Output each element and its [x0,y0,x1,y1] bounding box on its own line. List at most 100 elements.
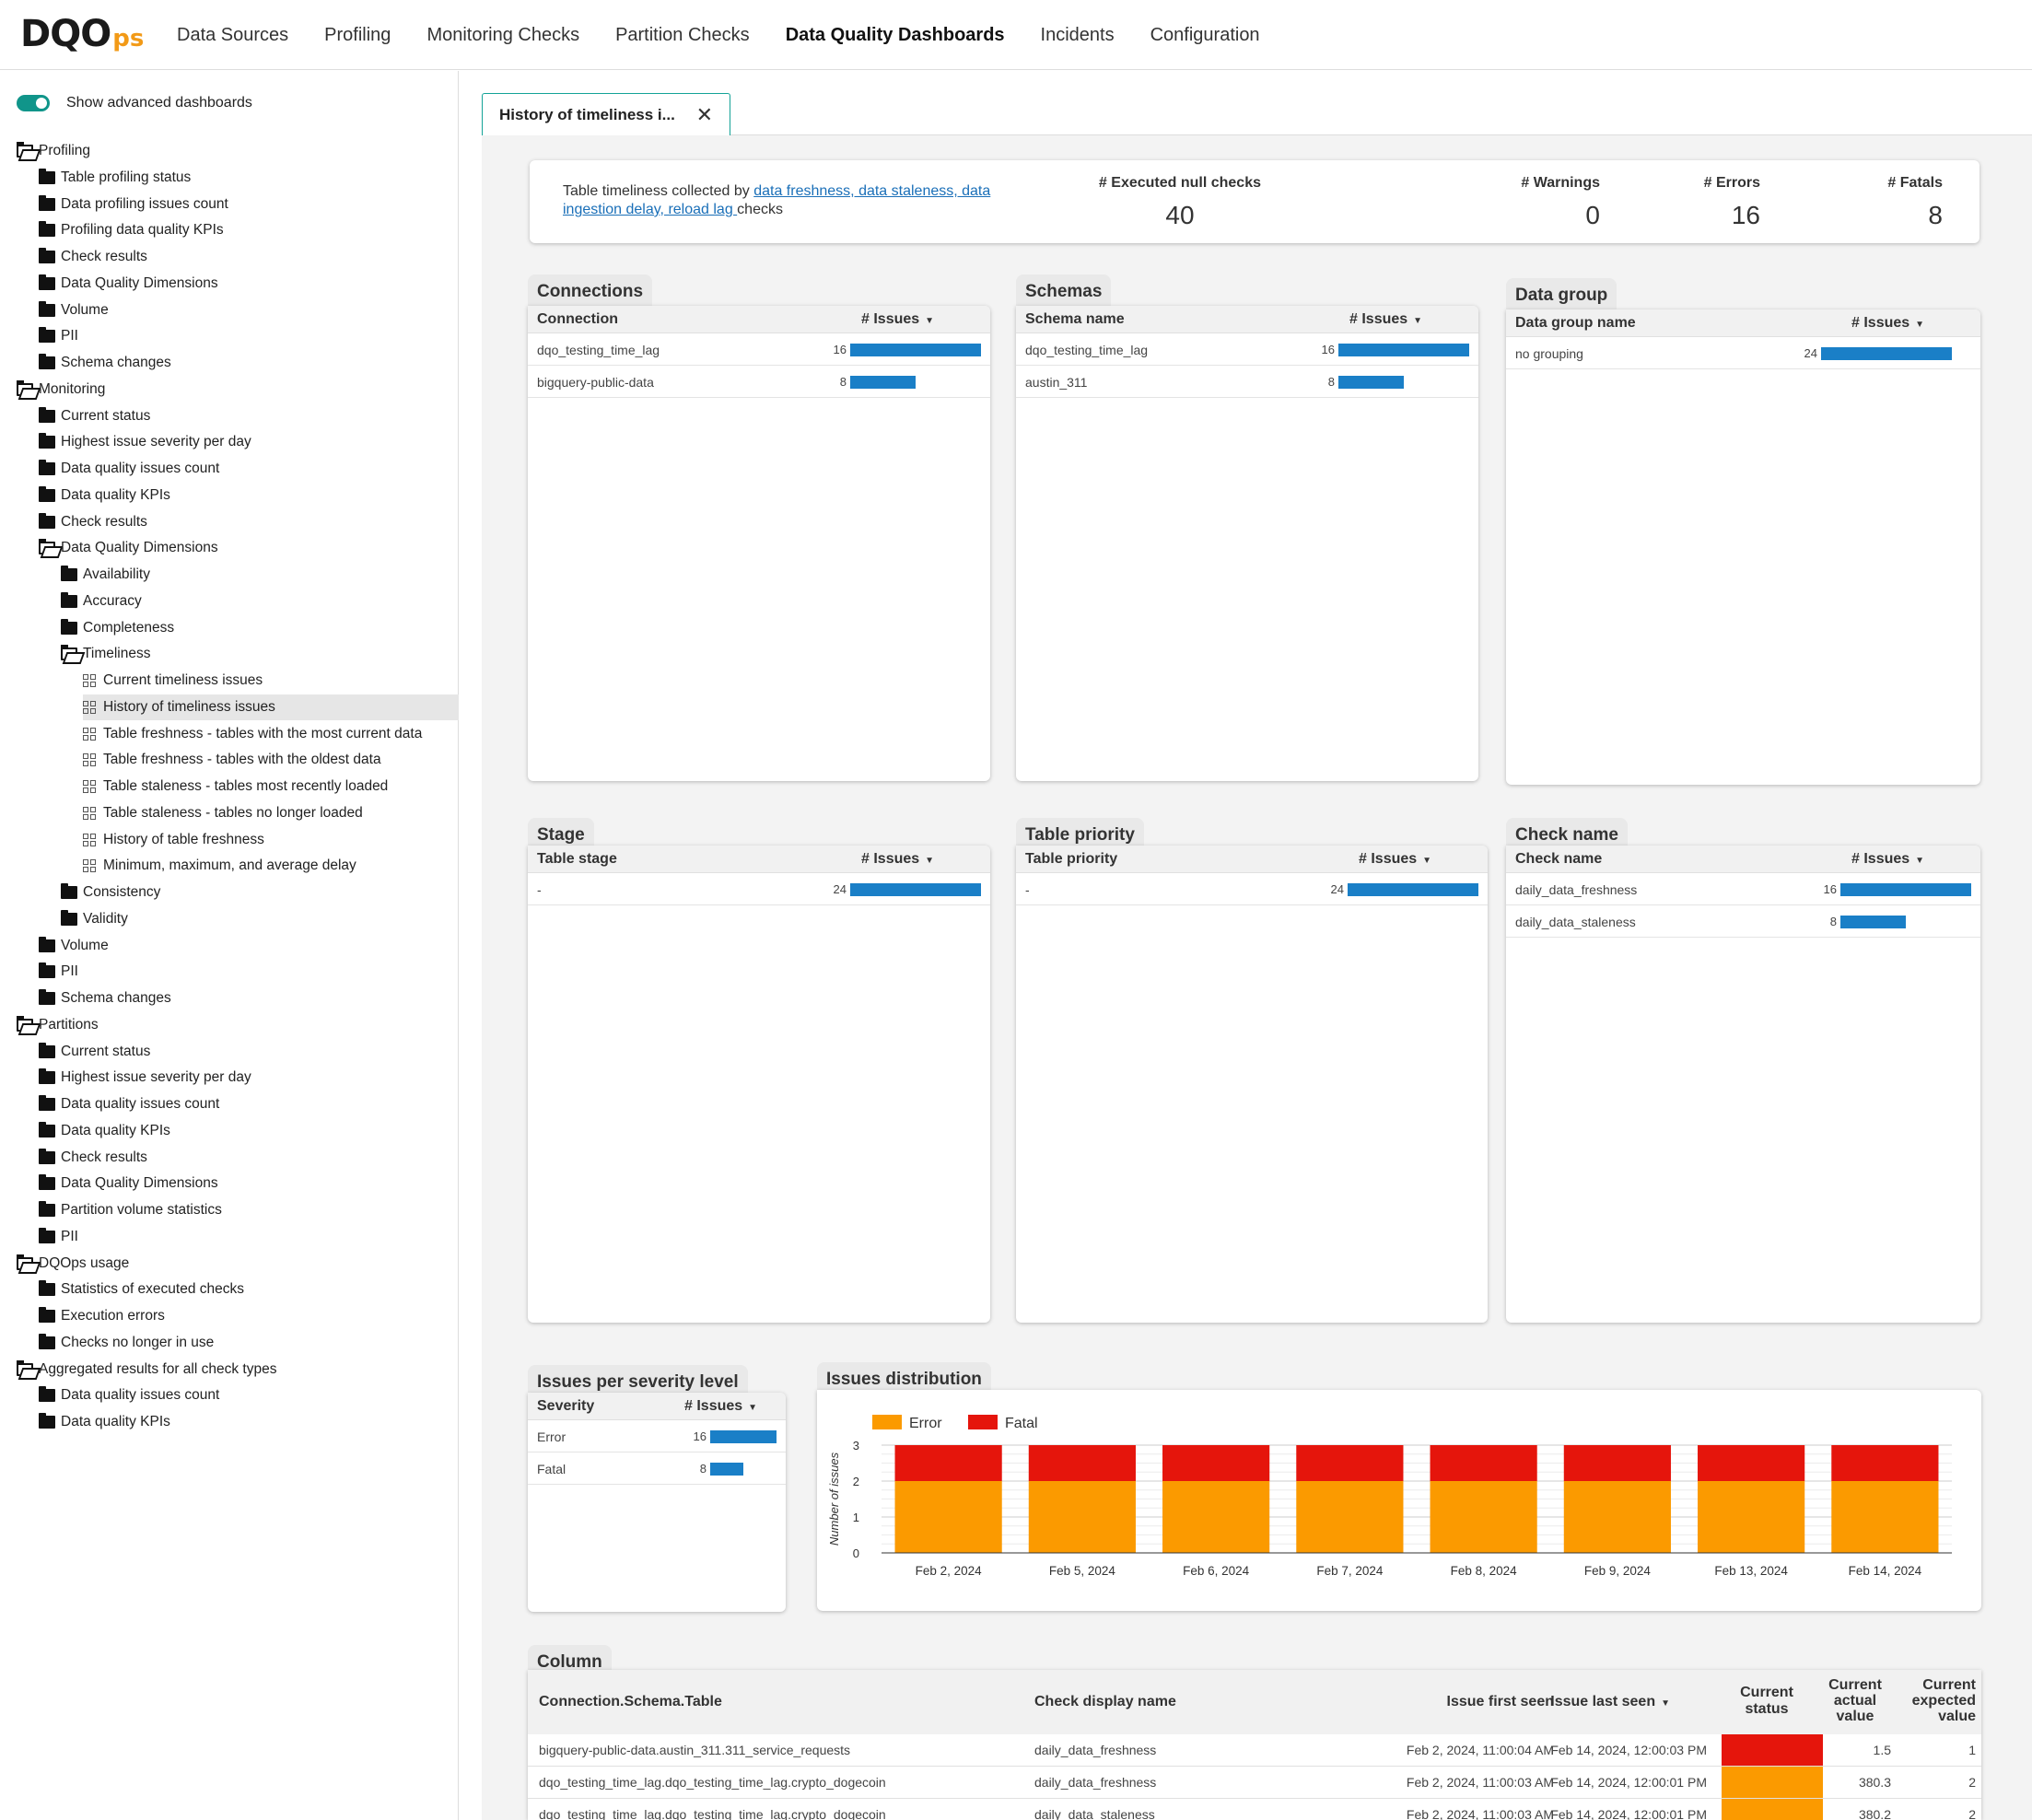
tree-item-data-quality-issues-count[interactable]: Data quality issues count [39,1382,219,1408]
issues-column-header[interactable]: # Issues ▼ [1349,311,1422,328]
th-check[interactable]: Check display name [1034,1694,1176,1709]
tree-item-partition-volume-statistics[interactable]: Partition volume statistics [39,1197,222,1223]
tree-item-table-freshness-tables-with-the-most-current-data[interactable]: Table freshness - tables with the most c… [83,721,422,747]
tree-item-data-quality-dimensions[interactable]: Data Quality Dimensions [39,535,218,561]
tree-item-pii[interactable]: PII [39,323,78,349]
table-row[interactable]: Fatal 8 [528,1452,786,1485]
tree-item-monitoring[interactable]: Monitoring [17,377,105,402]
table-row[interactable]: Error 16 [528,1420,786,1452]
tree-item-data-quality-issues-count[interactable]: Data quality issues count [39,456,219,482]
tree-item-volume[interactable]: Volume [39,298,109,323]
th-expected[interactable]: Current expected value [1911,1677,1976,1724]
nav-configuration[interactable]: Configuration [1150,24,1260,45]
tree-item-profiling-data-quality-kpis[interactable]: Profiling data quality KPIs [39,217,224,243]
tree-item-data-profiling-issues-count[interactable]: Data profiling issues count [39,192,228,217]
tree-item-label: Data quality issues count [61,461,220,476]
table-row[interactable]: bigquery-public-data 8 [528,366,990,398]
tree-item-pii[interactable]: PII [39,1224,78,1250]
tree-item-highest-issue-severity-per-day[interactable]: Highest issue severity per day [39,429,251,455]
table-row[interactable]: dqo_testing_time_lag.dqo_testing_time_la… [528,1767,1981,1799]
nav-data-quality-dashboards[interactable]: Data Quality Dashboards [785,24,1005,45]
tree-item-table-profiling-status[interactable]: Table profiling status [39,165,191,191]
nav-monitoring-checks[interactable]: Monitoring Checks [426,24,580,45]
tree-item-completeness[interactable]: Completeness [61,615,174,641]
tree-item-table-staleness-tables-no-longer-loaded[interactable]: Table staleness - tables no longer loade… [83,800,363,826]
table-row[interactable]: no grouping 24 [1506,337,1980,369]
tree-item-aggregated-results-for-all-check-types[interactable]: Aggregated results for all check types [17,1357,276,1382]
tree-item-partitions[interactable]: Partitions [17,1012,99,1038]
table-row[interactable]: austin_311 8 [1016,366,1478,398]
column-header[interactable]: Data group name [1515,314,1636,331]
tree-item-pii[interactable]: PII [39,959,78,985]
tree-item-volume[interactable]: Volume [39,933,109,959]
tree-item-schema-changes[interactable]: Schema changes [39,986,171,1011]
tree-item-highest-issue-severity-per-day[interactable]: Highest issue severity per day [39,1065,251,1091]
table-row[interactable]: daily_data_freshness 16 [1506,873,1980,905]
tree-item-check-results[interactable]: Check results [39,509,147,535]
issues-column-header[interactable]: # Issues ▼ [861,311,934,328]
tree-item-current-timeliness-issues[interactable]: Current timeliness issues [83,668,263,694]
nav-profiling[interactable]: Profiling [324,24,391,45]
table-row[interactable]: - 24 [1016,873,1488,905]
close-icon[interactable]: ✕ [695,103,713,126]
advanced-dashboards-toggle[interactable] [17,95,50,111]
tree-item-current-status[interactable]: Current status [39,1039,150,1065]
tree-item-table-freshness-tables-with-the-oldest-data[interactable]: Table freshness - tables with the oldest… [83,747,381,773]
tree-item-check-results[interactable]: Check results [39,244,147,270]
table-row[interactable]: daily_data_staleness 8 [1506,905,1980,938]
tree-item-current-status[interactable]: Current status [39,403,150,429]
summary-desc-prefix: Table timeliness collected by [563,183,754,199]
th-actual[interactable]: Current actual value [1828,1677,1882,1724]
issues-column-header[interactable]: # Issues ▼ [1359,851,1431,868]
issues-column-header[interactable]: # Issues ▼ [1851,851,1924,868]
tree-item-timeliness[interactable]: Timeliness [61,641,151,667]
nav-partition-checks[interactable]: Partition Checks [615,24,750,45]
issues-column-header[interactable]: # Issues ▼ [861,851,934,868]
table-row[interactable]: dqo_testing_time_lag.dqo_testing_time_la… [528,1799,1981,1820]
tree-item-minimum-maximum-and-average-delay[interactable]: Minimum, maximum, and average delay [83,853,356,879]
issues-column-header[interactable]: # Issues ▼ [1851,315,1924,332]
dqops-logo[interactable]: DQO ps [20,13,144,55]
tree-item-data-quality-dimensions[interactable]: Data Quality Dimensions [39,271,218,297]
tree-item-consistency[interactable]: Consistency [61,880,160,905]
column-header[interactable]: Table stage [537,850,617,867]
tree-item-data-quality-kpis[interactable]: Data quality KPIs [39,483,170,508]
tree-item-data-quality-kpis[interactable]: Data quality KPIs [39,1409,170,1435]
tree-item-checks-no-longer-in-use[interactable]: Checks no longer in use [39,1330,214,1356]
tree-item-validity[interactable]: Validity [61,906,128,932]
tree-item-data-quality-kpis[interactable]: Data quality KPIs [39,1118,170,1144]
tree-item-data-quality-dimensions[interactable]: Data Quality Dimensions [39,1171,218,1196]
th-first-seen[interactable]: Issue first seen [1446,1694,1555,1709]
tree-item-accuracy[interactable]: Accuracy [61,589,142,614]
table-row[interactable]: dqo_testing_time_lag 16 [1016,333,1478,366]
tree-item-schema-changes[interactable]: Schema changes [39,350,171,376]
tree-item-table-staleness-tables-most-recently-loaded[interactable]: Table staleness - tables most recently l… [83,774,388,799]
table-row[interactable]: - 24 [528,873,990,905]
summary-desc-links[interactable]: data freshness, data staleness, data ing… [563,183,991,217]
nav-data-sources[interactable]: Data Sources [177,24,289,45]
th-last-seen[interactable]: Issue last seen ▼ [1550,1694,1670,1710]
x-tick-label: Feb 9, 2024 [1584,1564,1652,1578]
tree-item-history-of-table-freshness[interactable]: History of table freshness [83,827,264,853]
tree-item-statistics-of-executed-checks[interactable]: Statistics of executed checks [39,1277,244,1302]
issues-column-header[interactable]: # Issues ▼ [684,1398,757,1415]
tree-item-availability[interactable]: Availability [61,562,150,588]
table-row[interactable]: dqo_testing_time_lag 16 [528,333,990,366]
tree-item-history-of-timeliness-issues[interactable]: History of timeliness issues [83,694,459,720]
tab-history-of-timeliness[interactable]: History of timeliness i... ✕ [482,93,730,135]
table-row[interactable]: bigquery-public-data.austin_311.311_serv… [528,1734,1981,1767]
row-name: Error [537,1429,566,1444]
nav-incidents[interactable]: Incidents [1040,24,1115,45]
tree-item-profiling[interactable]: Profiling [17,138,90,164]
column-header[interactable]: Severity [537,1397,595,1414]
tree-item-data-quality-issues-count[interactable]: Data quality issues count [39,1091,219,1117]
th-status[interactable]: Current status [1740,1685,1793,1717]
th-table[interactable]: Connection.Schema.Table [539,1694,722,1709]
tree-item-execution-errors[interactable]: Execution errors [39,1303,165,1329]
column-header[interactable]: Connection [537,310,618,327]
tree-item-check-results[interactable]: Check results [39,1145,147,1171]
column-header[interactable]: Schema name [1025,310,1125,327]
column-header[interactable]: Check name [1515,850,1603,867]
tree-item-dqops-usage[interactable]: DQOps usage [17,1251,129,1277]
column-header[interactable]: Table priority [1025,850,1118,867]
